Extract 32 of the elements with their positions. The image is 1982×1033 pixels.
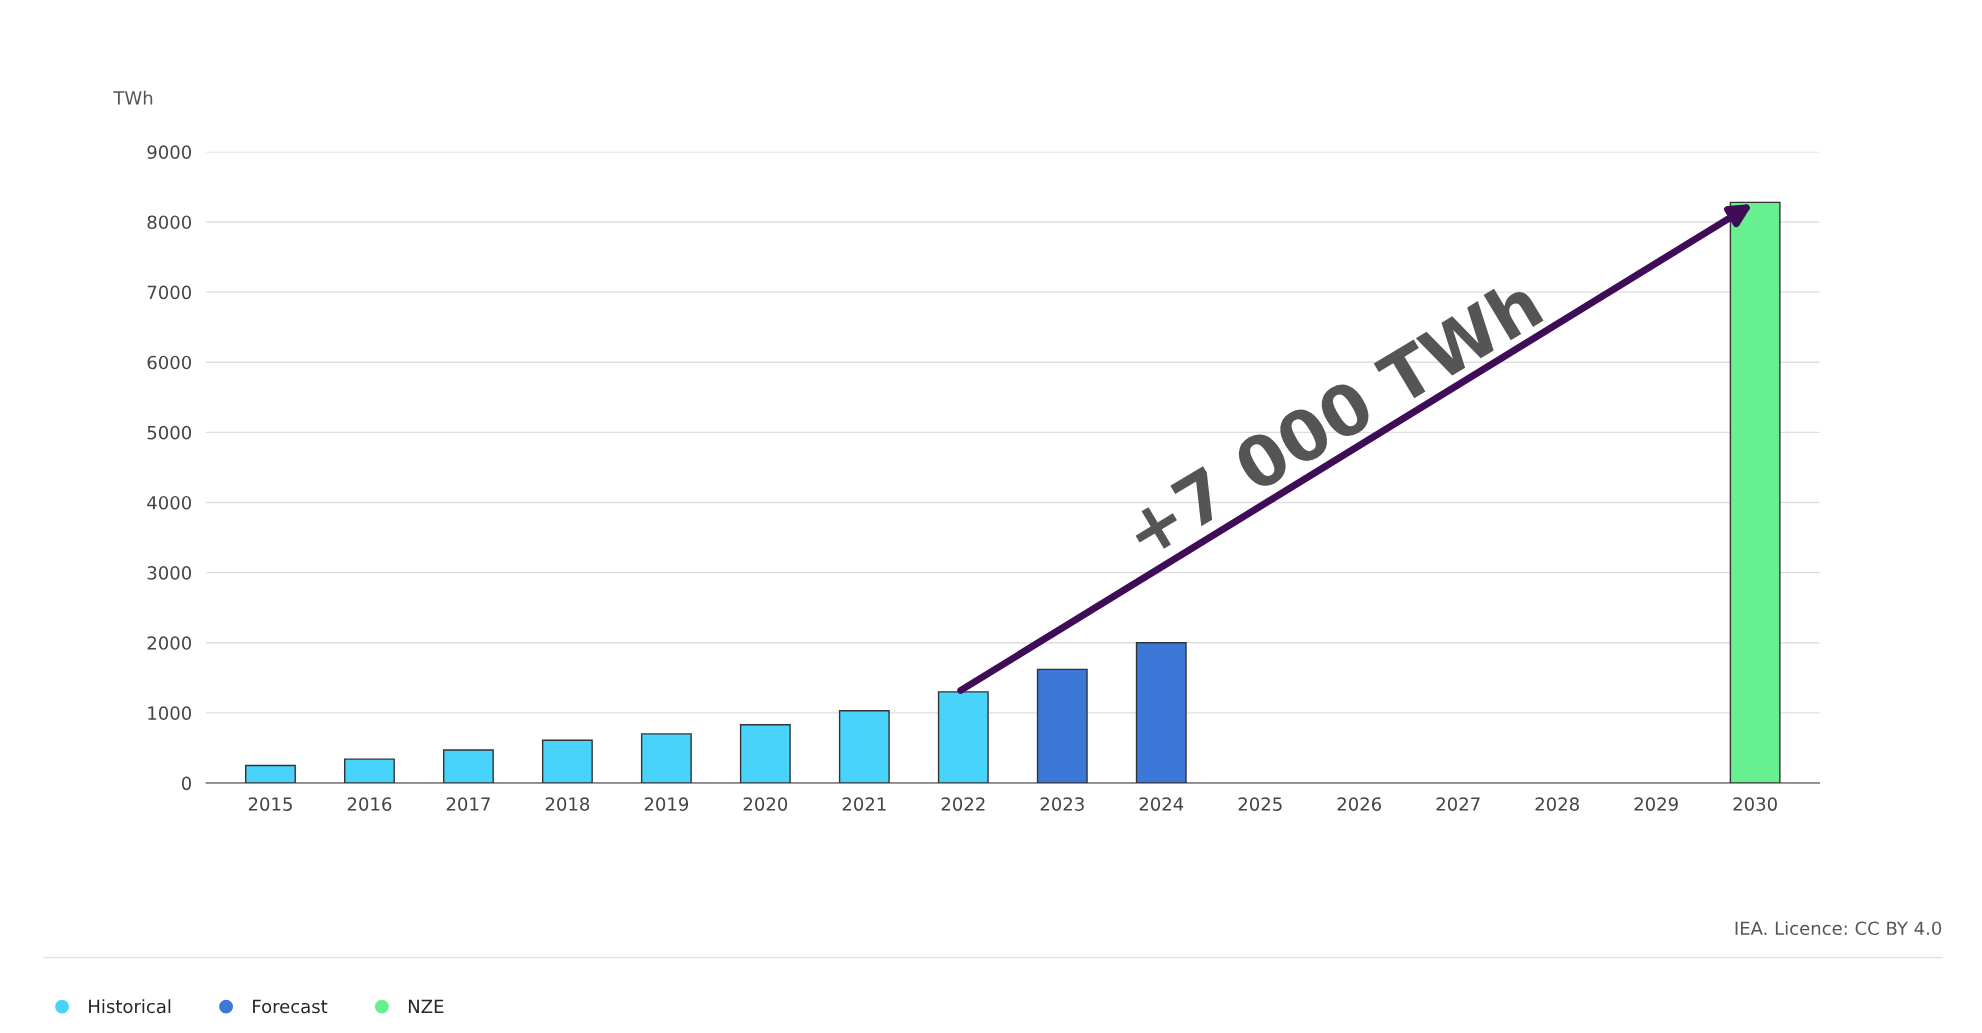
x-tick-label: 2019 <box>644 797 689 811</box>
text: IEA. Licence: CC BY 4.0 <box>1735 921 1942 936</box>
y-tick-label: 5000 <box>147 425 192 440</box>
x-tick-label: 2016 <box>347 797 392 811</box>
x-tick-label: 2021 <box>842 797 886 811</box>
legend-label: NZE <box>408 999 444 1013</box>
y-tick-label: 9000 <box>147 145 192 159</box>
y-axis-title: TWh <box>113 90 153 105</box>
x-tick-label: 2022 <box>941 797 985 811</box>
legend-label: Forecast <box>253 999 328 1014</box>
x-tick-label: 2029 <box>1634 797 1678 811</box>
x-tick-label: 2017 <box>446 797 490 811</box>
y-tick-label: 2000 <box>147 636 192 650</box>
x-tick-label: 2024 <box>1139 797 1184 811</box>
annotation: +7 000 TWh <box>1121 275 1545 559</box>
y-tick-label: 0 <box>181 776 192 791</box>
x-tick-label: 2027 <box>1436 797 1480 811</box>
x-tick-label: 2026 <box>1337 797 1382 811</box>
y-tick-label: 1000 <box>148 706 192 720</box>
y-tick-label: 8000 <box>147 215 192 230</box>
x-tick-label: 2015 <box>248 797 292 811</box>
x-tick-label: 2030 <box>1733 797 1777 811</box>
x-tick-label: 2018 <box>545 797 590 811</box>
y-tick-label: 4000 <box>147 495 192 510</box>
x-tick-label: 2023 <box>1040 797 1084 811</box>
y-tick-label: 6000 <box>147 355 192 370</box>
y-tick-label: 7000 <box>147 285 192 300</box>
legend-label: Historical <box>89 999 171 1014</box>
x-tick-label: 2025 <box>1238 797 1282 811</box>
y-tick-label: 3000 <box>147 566 192 580</box>
x-tick-label: 2028 <box>1535 797 1579 811</box>
x-tick-label: 2020 <box>743 797 788 811</box>
